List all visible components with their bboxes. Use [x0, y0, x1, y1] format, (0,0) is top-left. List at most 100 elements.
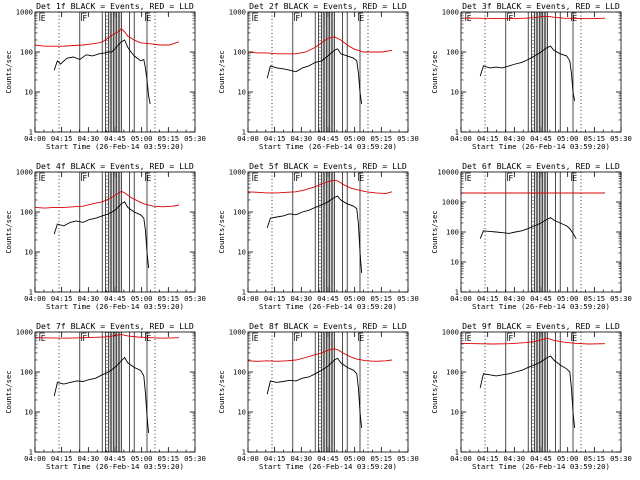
- x-tick-label: 04:00: [450, 454, 472, 463]
- segment-mark-label: F: [82, 334, 87, 343]
- y-tick-label: 1000: [442, 198, 459, 207]
- x-tick-label: 04:00: [237, 294, 259, 303]
- y-tick-label: 10: [450, 258, 459, 267]
- events-series-line: [479, 217, 577, 239]
- y-tick-label: 10: [450, 408, 459, 417]
- segment-mark-label: E: [41, 174, 46, 183]
- events-series-line: [53, 201, 150, 268]
- y-axis-label: Counts/sec: [217, 50, 226, 93]
- y-axis-label: Counts/sec: [217, 210, 226, 253]
- x-tick-label: 05:15: [371, 134, 393, 143]
- panel-title: Det 7f BLACK = Events, RED = LLD: [36, 321, 194, 331]
- events-series-line: [479, 45, 576, 101]
- x-tick-label: 04:30: [78, 134, 100, 143]
- x-axis-label: Start Time (26-Feb-14 03:59:20): [259, 302, 397, 311]
- panel-title: Det 3f BLACK = Events, RED = LLD: [462, 1, 620, 11]
- panel-title: Det 5f BLACK = Events, RED = LLD: [249, 161, 407, 171]
- y-tick-label: 1: [29, 288, 33, 297]
- y-axis-label: Counts/sec: [4, 370, 13, 413]
- x-tick-label: 04:00: [450, 134, 472, 143]
- y-tick-label: 100: [20, 208, 33, 217]
- panel-det-8: Det 8f BLACK = Events, RED = LLD E F E 04:00…: [217, 321, 419, 471]
- y-tick-label: 1000: [16, 168, 33, 177]
- x-tick-label: 05:00: [557, 454, 579, 463]
- x-tick-label: 05:00: [344, 134, 366, 143]
- panel-title: Det 2f BLACK = Events, RED = LLD: [249, 1, 407, 11]
- segment-mark-label: E: [467, 174, 472, 183]
- x-tick-label: 04:15: [264, 134, 286, 143]
- x-tick-label: 04:00: [24, 454, 46, 463]
- x-tick-label: 05:00: [131, 294, 153, 303]
- segment-mark-label: F: [508, 334, 513, 343]
- x-tick-label: 05:30: [397, 294, 419, 303]
- panel-title: Det 1f BLACK = Events, RED = LLD: [36, 1, 194, 11]
- panel-det-9: Det 9f BLACK = Events, RED = LLD E F E 04:00…: [430, 321, 632, 471]
- lld-series-line: [247, 348, 393, 362]
- panel-title: Det 6f BLACK = Events, RED = LLD: [462, 161, 620, 171]
- lld-series-line: [247, 36, 393, 55]
- x-tick-label: 04:15: [477, 294, 499, 303]
- y-axis-label: Counts/sec: [430, 210, 439, 253]
- events-series-line: [266, 195, 363, 273]
- lld-series-line: [247, 179, 393, 194]
- y-tick-label: 10: [237, 88, 246, 97]
- x-tick-label: 04:15: [477, 454, 499, 463]
- x-tick-label: 04:15: [51, 134, 73, 143]
- x-tick-label: 05:00: [557, 134, 579, 143]
- y-tick-label: 10: [237, 408, 246, 417]
- segment-mark-label: F: [295, 174, 300, 183]
- segment-mark-label: F: [295, 14, 300, 23]
- x-tick-label: 05:15: [584, 454, 606, 463]
- segment-mark-label: F: [295, 334, 300, 343]
- segment-mark-label: E: [254, 174, 259, 183]
- x-axis-label: Start Time (26-Feb-14 03:59:20): [46, 302, 184, 311]
- y-tick-label: 1000: [16, 328, 33, 337]
- x-tick-label: 05:15: [158, 294, 180, 303]
- events-series-line: [53, 356, 150, 433]
- y-tick-label: 10: [24, 408, 33, 417]
- x-tick-label: 04:00: [450, 294, 472, 303]
- segment-mark-label: E: [359, 174, 364, 183]
- y-tick-label: 100: [20, 48, 33, 57]
- x-tick-label: 05:15: [371, 454, 393, 463]
- x-tick-label: 05:00: [131, 134, 153, 143]
- segment-mark-label: E: [146, 174, 151, 183]
- x-tick-label: 04:00: [237, 454, 259, 463]
- x-axis-label: Start Time (26-Feb-14 03:59:20): [46, 462, 184, 471]
- x-tick-label: 04:15: [264, 454, 286, 463]
- y-tick-label: 10: [24, 88, 33, 97]
- x-tick-label: 05:30: [610, 454, 632, 463]
- y-tick-label: 10: [237, 248, 246, 257]
- x-axis-label: Start Time (26-Feb-14 03:59:20): [472, 302, 610, 311]
- panel-title: Det 9f BLACK = Events, RED = LLD: [462, 321, 620, 331]
- y-tick-label: 1: [242, 128, 246, 137]
- y-tick-label: 1: [29, 448, 33, 457]
- x-tick-label: 04:15: [264, 294, 286, 303]
- x-tick-label: 04:30: [504, 454, 526, 463]
- events-series-line: [266, 48, 363, 105]
- y-tick-label: 1: [455, 128, 459, 137]
- x-tick-label: 05:15: [584, 134, 606, 143]
- y-tick-label: 100: [233, 208, 246, 217]
- panel-det-1: Det 1f BLACK = Events, RED = LLD E F E 04:00…: [4, 1, 206, 151]
- x-tick-label: 04:30: [291, 454, 313, 463]
- y-tick-label: 10: [24, 248, 33, 257]
- y-tick-label: 100: [233, 368, 246, 377]
- y-tick-label: 100: [446, 368, 459, 377]
- x-tick-label: 04:00: [24, 134, 46, 143]
- y-tick-label: 1000: [229, 8, 246, 17]
- y-tick-label: 1000: [442, 8, 459, 17]
- y-tick-label: 1000: [16, 8, 33, 17]
- panel-det-2: Det 2f BLACK = Events, RED = LLD E F E 04:00…: [217, 1, 419, 151]
- segment-mark-label: E: [146, 334, 151, 343]
- x-tick-label: 04:45: [530, 454, 552, 463]
- segment-mark-label: E: [254, 334, 259, 343]
- x-tick-label: 04:45: [104, 454, 126, 463]
- lld-series-line: [34, 190, 180, 209]
- x-tick-label: 04:45: [530, 134, 552, 143]
- x-tick-label: 04:15: [51, 454, 73, 463]
- y-tick-label: 1000: [229, 168, 246, 177]
- segment-mark-label: E: [359, 14, 364, 23]
- panel-det-7: Det 7f BLACK = Events, RED = LLD E F E 04:00…: [4, 321, 206, 471]
- lld-series-line: [34, 28, 180, 47]
